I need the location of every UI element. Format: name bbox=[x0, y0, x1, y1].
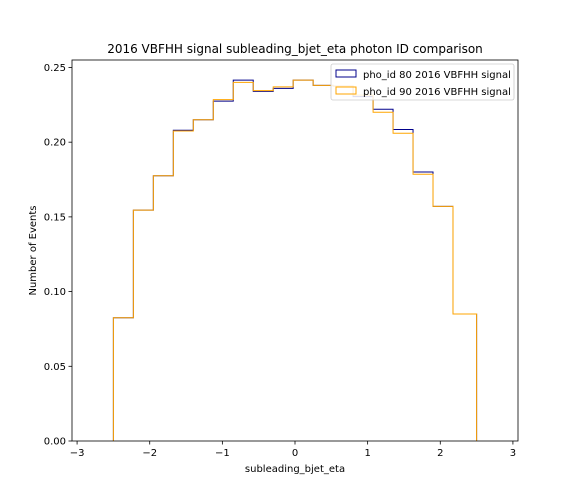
legend-label-1: pho_id 80 2016 VBFHH signal bbox=[363, 70, 511, 81]
legend-swatch-2 bbox=[335, 86, 357, 95]
legend: pho_id 80 2016 VBFHH signal pho_id 90 201… bbox=[330, 63, 515, 101]
y-tick-label: 0.20 bbox=[44, 138, 66, 149]
x-tick-label: 0 bbox=[292, 448, 298, 459]
legend-swatch-1 bbox=[335, 69, 357, 78]
series-step-2 bbox=[112, 79, 478, 441]
y-tick-label: 0.25 bbox=[44, 63, 66, 74]
y-tick-label: 0.00 bbox=[44, 437, 66, 448]
x-tick-label: −2 bbox=[142, 448, 157, 459]
x-tick-label: 1 bbox=[364, 448, 370, 459]
x-tick-label: 2 bbox=[437, 448, 443, 459]
x-axis: −3 −2 −1 0 1 2 3 bbox=[70, 441, 516, 459]
y-axis: 0.00 0.05 0.10 0.15 0.20 0.25 bbox=[44, 63, 72, 448]
y-tick-label: 0.10 bbox=[44, 287, 66, 298]
legend-label-2: pho_id 90 2016 VBFHH signal bbox=[363, 87, 511, 98]
x-axis-label: subleading_bjet_eta bbox=[245, 464, 345, 475]
legend-box bbox=[330, 63, 515, 101]
x-tick-label: 3 bbox=[510, 448, 516, 459]
chart-title: 2016 VBFHH signal subleading_bjet_eta ph… bbox=[107, 42, 483, 56]
y-tick-label: 0.15 bbox=[44, 212, 66, 223]
y-tick-label: 0.05 bbox=[44, 362, 66, 373]
plot-area bbox=[112, 79, 478, 441]
x-tick-label: −1 bbox=[215, 448, 230, 459]
y-axis-label: Number of Events bbox=[28, 205, 39, 295]
x-tick-label: −3 bbox=[70, 448, 85, 459]
